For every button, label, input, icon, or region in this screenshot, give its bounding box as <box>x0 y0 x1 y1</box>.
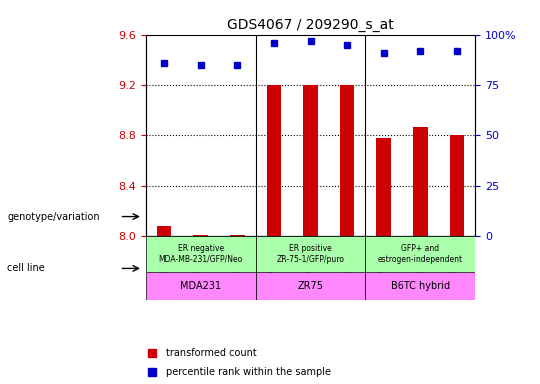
Bar <box>193 235 208 237</box>
Text: transformed count: transformed count <box>166 348 256 358</box>
Text: ZR75: ZR75 <box>298 281 323 291</box>
Bar <box>146 237 255 272</box>
Bar <box>157 226 171 237</box>
Bar <box>413 127 428 237</box>
Text: MDA231: MDA231 <box>180 281 221 291</box>
Text: B6TC hybrid: B6TC hybrid <box>391 281 450 291</box>
Text: percentile rank within the sample: percentile rank within the sample <box>166 367 330 377</box>
Bar <box>376 138 391 237</box>
Bar <box>366 237 475 272</box>
Bar <box>230 235 245 237</box>
Bar <box>340 85 354 237</box>
Bar <box>450 136 464 237</box>
Text: cell line: cell line <box>8 263 45 273</box>
Title: GDS4067 / 209290_s_at: GDS4067 / 209290_s_at <box>227 18 394 32</box>
Bar <box>267 85 281 237</box>
Text: ER negative
MDA-MB-231/GFP/Neo: ER negative MDA-MB-231/GFP/Neo <box>159 244 243 264</box>
Bar <box>146 272 255 300</box>
Text: genotype/variation: genotype/variation <box>8 212 100 222</box>
Bar <box>366 272 475 300</box>
Bar <box>255 237 366 272</box>
Bar <box>255 272 366 300</box>
Bar <box>303 85 318 237</box>
Text: GFP+ and
estrogen-independent: GFP+ and estrogen-independent <box>378 244 463 264</box>
Text: ER positive
ZR-75-1/GFP/puro: ER positive ZR-75-1/GFP/puro <box>276 244 345 264</box>
